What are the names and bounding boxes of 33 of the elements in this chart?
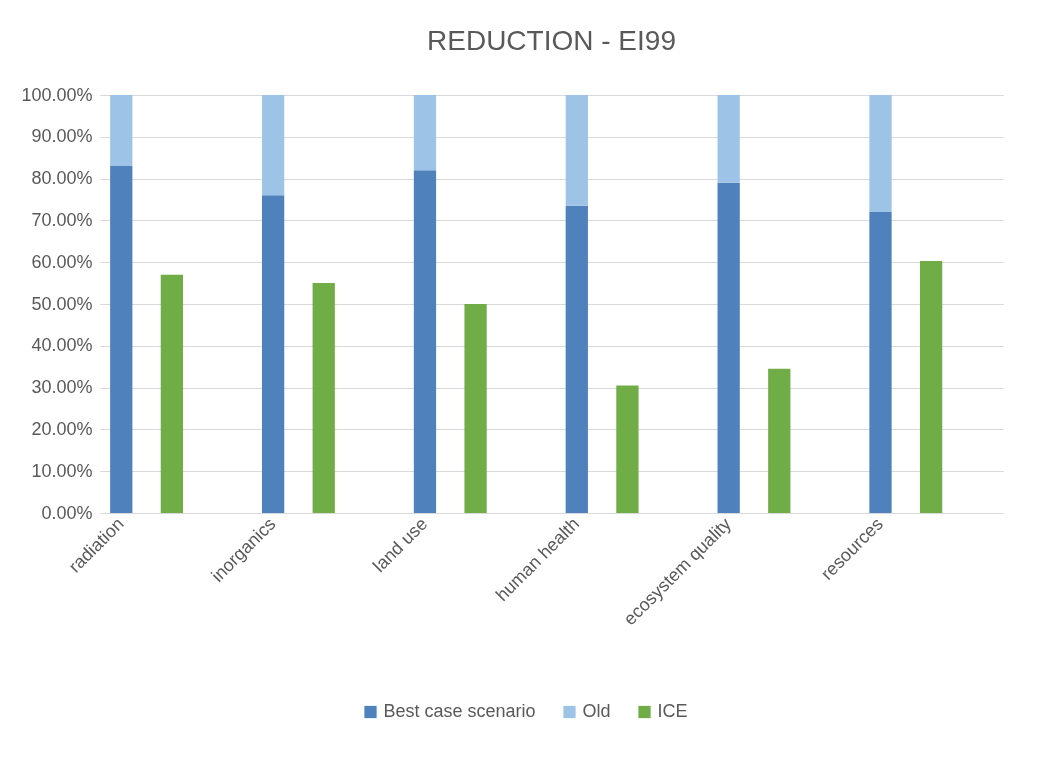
y-tick-label: 10.00% bbox=[31, 460, 93, 481]
bar bbox=[869, 212, 892, 513]
bar bbox=[261, 195, 285, 513]
bar bbox=[919, 260, 943, 513]
y-tick-label: 20.00% bbox=[31, 418, 93, 439]
legend-label: Best case scenario bbox=[383, 701, 536, 721]
bar bbox=[768, 368, 791, 513]
bar bbox=[261, 95, 285, 196]
bar bbox=[110, 166, 133, 513]
legend-label: ICE bbox=[657, 701, 688, 721]
y-tick-label: 40.00% bbox=[31, 335, 93, 356]
y-tick-label: 90.00% bbox=[31, 126, 93, 147]
bar bbox=[160, 274, 184, 513]
bar bbox=[717, 182, 740, 513]
legend-label: Old bbox=[582, 701, 611, 721]
bar bbox=[413, 95, 437, 171]
bar bbox=[110, 95, 133, 167]
bar bbox=[616, 385, 639, 513]
y-tick-label: 80.00% bbox=[31, 168, 93, 189]
bar bbox=[464, 304, 487, 513]
y-tick-label: 30.00% bbox=[31, 377, 93, 398]
y-tick-label: 100.00% bbox=[21, 84, 93, 105]
bar bbox=[717, 95, 740, 183]
bar bbox=[869, 95, 892, 213]
chart-title: REDUCTION - EI99 bbox=[427, 25, 676, 56]
y-tick-label: 50.00% bbox=[31, 293, 93, 314]
y-tick-label: 70.00% bbox=[31, 209, 93, 230]
bar bbox=[565, 95, 588, 206]
y-tick-label: 60.00% bbox=[31, 251, 93, 272]
y-tick-label: 0.00% bbox=[41, 502, 93, 523]
bar bbox=[565, 205, 588, 513]
bar bbox=[413, 170, 437, 513]
bar bbox=[312, 283, 335, 513]
